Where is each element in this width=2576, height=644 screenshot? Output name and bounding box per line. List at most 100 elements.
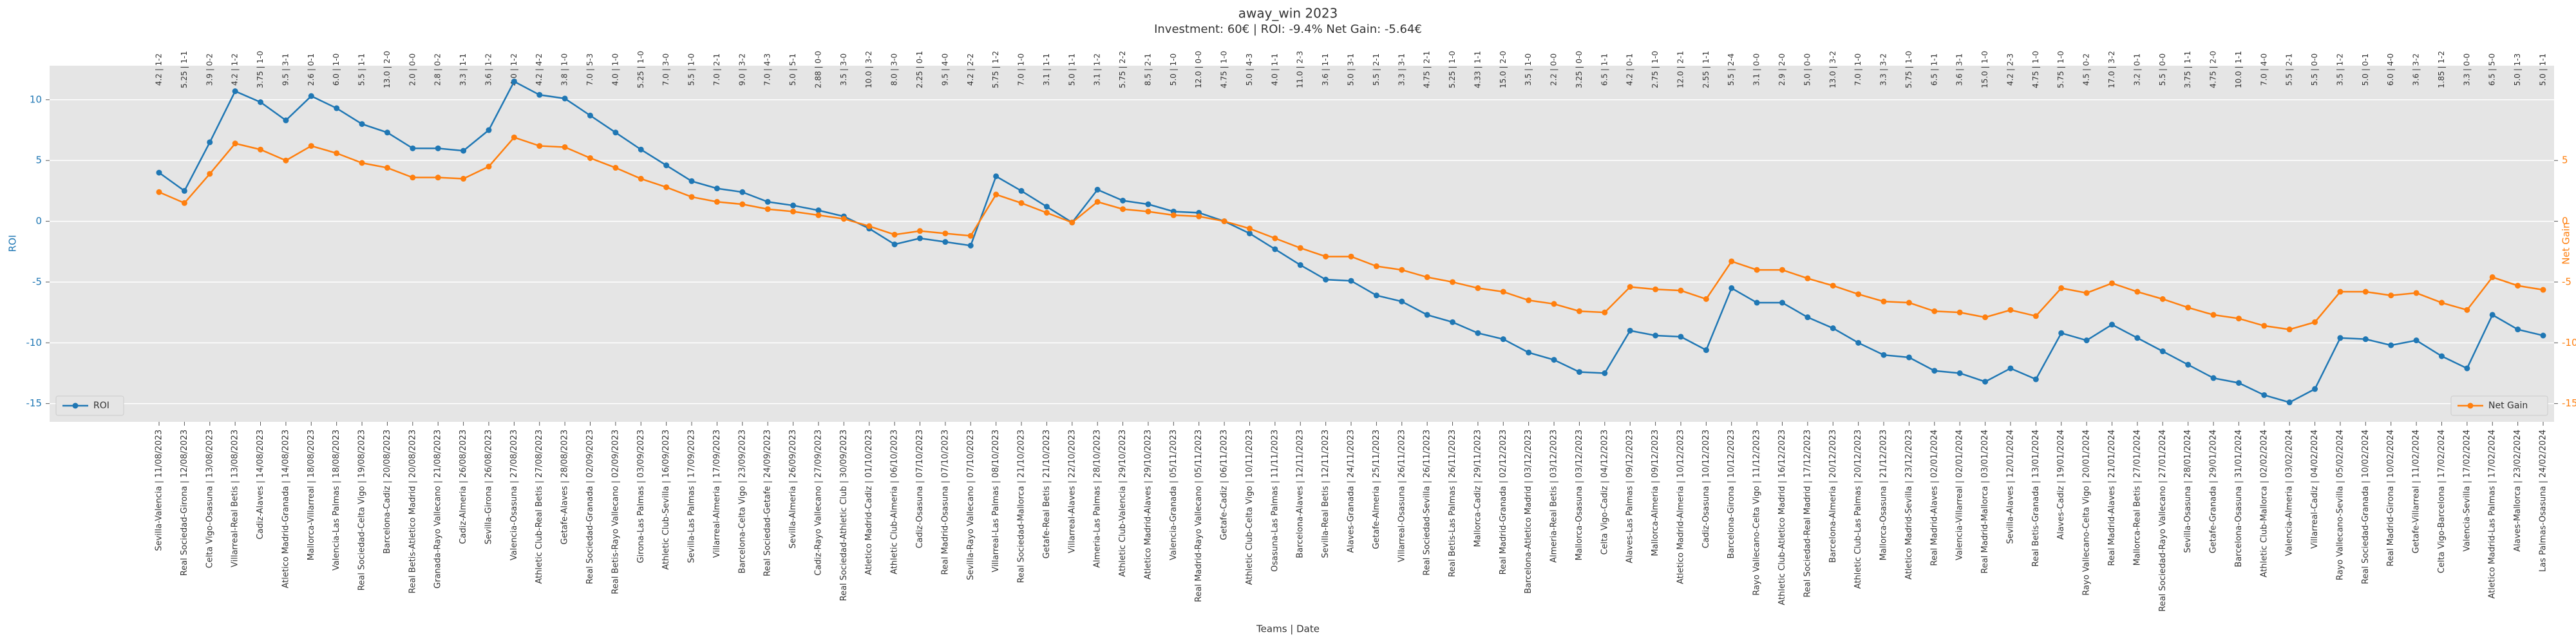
data-point [1627, 327, 1633, 334]
match-annotation: 3.2 | 0-1 [2132, 53, 2141, 86]
match-annotation: 4.75 | 2-1 [1423, 51, 1432, 88]
data-point [2388, 292, 2394, 299]
x-tick-label: Real Sociedad-Getafe | 24/09/2023 [763, 430, 773, 576]
match-annotation: 1.85 | 1-2 [2437, 51, 2446, 88]
match-annotation: 5.5 | 0-0 [2310, 53, 2319, 86]
match-annotation: 15.0 | 2-0 [1499, 51, 1508, 88]
x-tick-label: Sevilla-Las Palmas | 17/09/2023 [687, 430, 697, 563]
data-point [2312, 386, 2318, 392]
y2-tick-label: -10 [2562, 337, 2576, 348]
match-annotation: 5.75 | 1-2 [991, 51, 1000, 88]
data-point [2388, 342, 2394, 348]
x-tick-label: Osasuna-Las Palmas | 11/11/2023 [1270, 430, 1280, 572]
match-annotation: 7.0 | 3-0 [661, 53, 670, 86]
match-annotation: 6.0 | 4-0 [2386, 53, 2395, 86]
data-point [1576, 369, 1582, 375]
match-annotation: 13.0 | 2-0 [383, 51, 392, 88]
y2-tick-label: 0 [2562, 215, 2568, 227]
x-tick-label: Valencia-Las Palmas | 18/08/2023 [332, 430, 341, 571]
data-point [207, 139, 213, 146]
legend-marker [72, 402, 79, 409]
match-annotation: 12.0 | 0-0 [1194, 51, 1203, 88]
match-annotation: 3.3 | 1-1 [459, 53, 468, 86]
x-tick-label: Sevilla-Alaves | 12/01/2024 [2005, 430, 2015, 544]
data-point [1703, 296, 1709, 302]
x-tick-label: Real Madrid-Granada | 02/12/2023 [1499, 430, 1508, 574]
x-tick-label: Athletic Club-Atletico Madrid | 16/12/20… [1777, 430, 1787, 605]
data-point [181, 187, 187, 194]
data-point [2159, 296, 2166, 302]
data-point [2337, 335, 2344, 341]
y2-axis-label: Net Gain [2561, 222, 2572, 265]
data-point [815, 212, 822, 218]
data-point [638, 146, 644, 153]
x-tick-label: Rayo Vallecano-Sevilla | 05/02/2024 [2335, 430, 2345, 580]
x-tick-label: Atletico Madrid-Sevilla | 23/12/2023 [1904, 430, 1914, 580]
x-tick-label: Barcelona-Girona | 10/12/2023 [1727, 430, 1736, 559]
match-annotation: 3.1 | 1-1 [1042, 53, 1051, 86]
x-tick-label: Sevilla-Almeria | 26/09/2023 [788, 430, 798, 549]
data-point [1779, 299, 1786, 306]
x-tick-label: Real Madrid-Girona | 10/02/2024 [2386, 430, 2396, 566]
match-annotation: 7.0 | 4-3 [763, 53, 772, 86]
x-tick-label: Alaves-Cadiz | 19/01/2024 [2056, 430, 2066, 540]
data-point [1348, 278, 1354, 284]
match-annotation: 5.75 | 2-2 [1118, 51, 1127, 88]
x-tick-label: Real Madrid-Osasuna | 07/10/2023 [940, 430, 950, 575]
data-point [1500, 336, 1506, 343]
data-point [283, 157, 289, 164]
data-point [2464, 365, 2470, 372]
data-point [1728, 258, 1735, 265]
data-point [1475, 285, 1481, 291]
x-tick-label: Rayo Vallecano-Celta Vigo | 20/01/2024 [2082, 430, 2092, 596]
data-point [2235, 380, 2242, 386]
y-tick-label: 0 [35, 215, 42, 227]
data-point [1424, 274, 1430, 280]
data-point [410, 175, 416, 181]
data-point [2489, 274, 2496, 280]
x-tick-label: Mallorca-Cadiz | 29/11/2023 [1473, 430, 1482, 547]
x-tick-label: Athletic Club-Valencia | 29/10/2023 [1118, 430, 1128, 577]
match-annotation: 5.0 | 4-3 [1245, 53, 1254, 86]
data-point [1678, 287, 1684, 294]
x-tick-label: Real Betis-Atletico Madrid | 20/08/2023 [408, 430, 417, 594]
data-point [536, 91, 543, 98]
match-annotation: 13.0 | 3-2 [1828, 51, 1837, 88]
match-annotation: 5.0 | 1-1 [1067, 53, 1076, 86]
data-point [1094, 198, 1101, 205]
match-annotation: 6.5 | 1-1 [1600, 53, 1609, 86]
data-point [967, 242, 974, 249]
data-point [2083, 337, 2090, 344]
data-point [1653, 286, 1659, 292]
x-tick-label: Getafe-Real Betis | 21/10/2023 [1042, 430, 1052, 559]
x-tick-label: Athletic Club-Real Betis | 27/08/2023 [535, 430, 544, 584]
match-annotation: 15.0 | 1-0 [1980, 51, 1989, 88]
x-tick-label: Almeria-Las Palmas | 28/10/2023 [1093, 430, 1103, 568]
match-annotation: 2.8 | 0-2 [433, 53, 442, 86]
data-point [1855, 339, 1862, 346]
data-point [2540, 332, 2546, 339]
x-tick-label: Mallorca-Osasuna | 21/12/2023 [1879, 430, 1889, 560]
match-annotation: 5.25 | 1-1 [180, 51, 189, 88]
x-tick-label: Real Sociedad-Granada | 02/09/2023 [585, 430, 595, 584]
legend-label: Net Gain [2488, 401, 2528, 411]
match-annotation: 7.0 | 1-0 [1853, 53, 1862, 86]
data-point [486, 164, 492, 170]
data-point [435, 145, 441, 151]
data-point [1830, 283, 1836, 289]
match-annotation: 9.5 | 4-0 [940, 53, 949, 86]
match-annotation: 5.5 | 0-0 [2158, 53, 2167, 86]
data-point [1246, 230, 1253, 236]
match-annotation: 4.75 | 2-0 [2209, 51, 2218, 88]
x-tick-label: Villarreal-Cadiz | 04/02/2024 [2310, 430, 2320, 549]
data-point [1018, 200, 1025, 206]
x-tick-label: Getafe-Almeria | 25/11/2023 [1372, 430, 1381, 549]
data-point [384, 165, 390, 171]
x-tick-label: Mallorca-Real Betis | 27/01/2024 [2132, 430, 2142, 565]
match-annotation: 3.9 | 0-2 [205, 53, 214, 86]
x-tick-label: Real Madrid-Alaves | 02/01/2024 [1929, 430, 1939, 566]
data-point [308, 93, 314, 99]
match-annotation: 4.2 | 2-2 [966, 53, 975, 86]
data-point [2464, 307, 2470, 313]
